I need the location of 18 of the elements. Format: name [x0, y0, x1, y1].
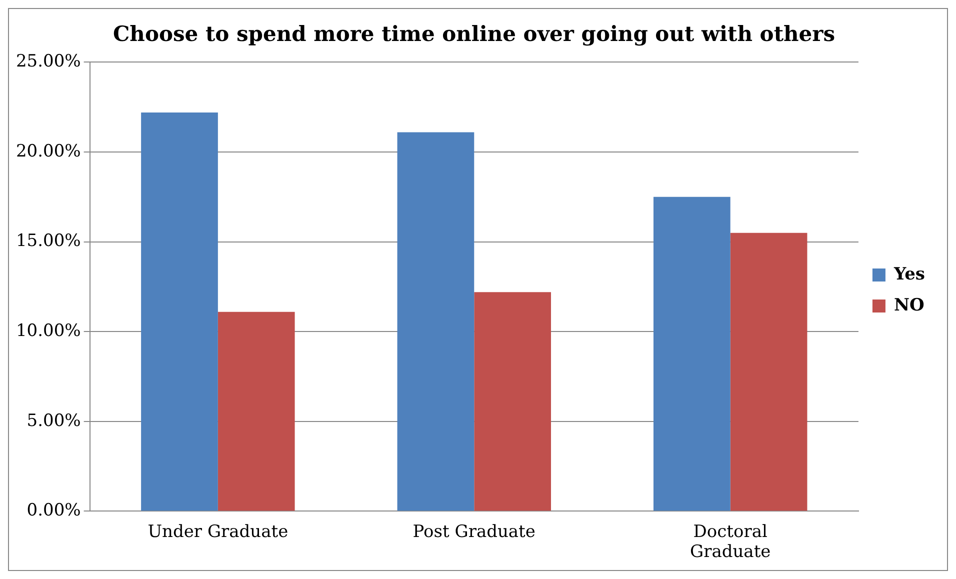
- y-tick-label: 15.00%: [16, 231, 81, 252]
- x-tick-label: Post Graduate: [412, 522, 536, 542]
- x-tick-label: Doctoral Graduate: [690, 522, 771, 562]
- bar: [653, 196, 730, 511]
- bar: [474, 292, 551, 511]
- y-tick-label: 20.00%: [16, 141, 81, 162]
- y-tick-label: 10.00%: [16, 321, 81, 342]
- legend-label: NO: [894, 295, 924, 316]
- y-tick-label: 5.00%: [26, 410, 81, 431]
- y-tick-label: 25.00%: [16, 52, 81, 72]
- bar: [141, 112, 218, 511]
- bar: [397, 132, 474, 511]
- bar: [218, 312, 295, 511]
- bar: [730, 232, 808, 511]
- chart-title: Choose to spend more time online over going out with others: [112, 21, 836, 46]
- y-tick-label: 0.00%: [26, 500, 81, 521]
- legend-label: Yes: [892, 264, 925, 284]
- x-tick-label: Under Graduate: [148, 522, 288, 542]
